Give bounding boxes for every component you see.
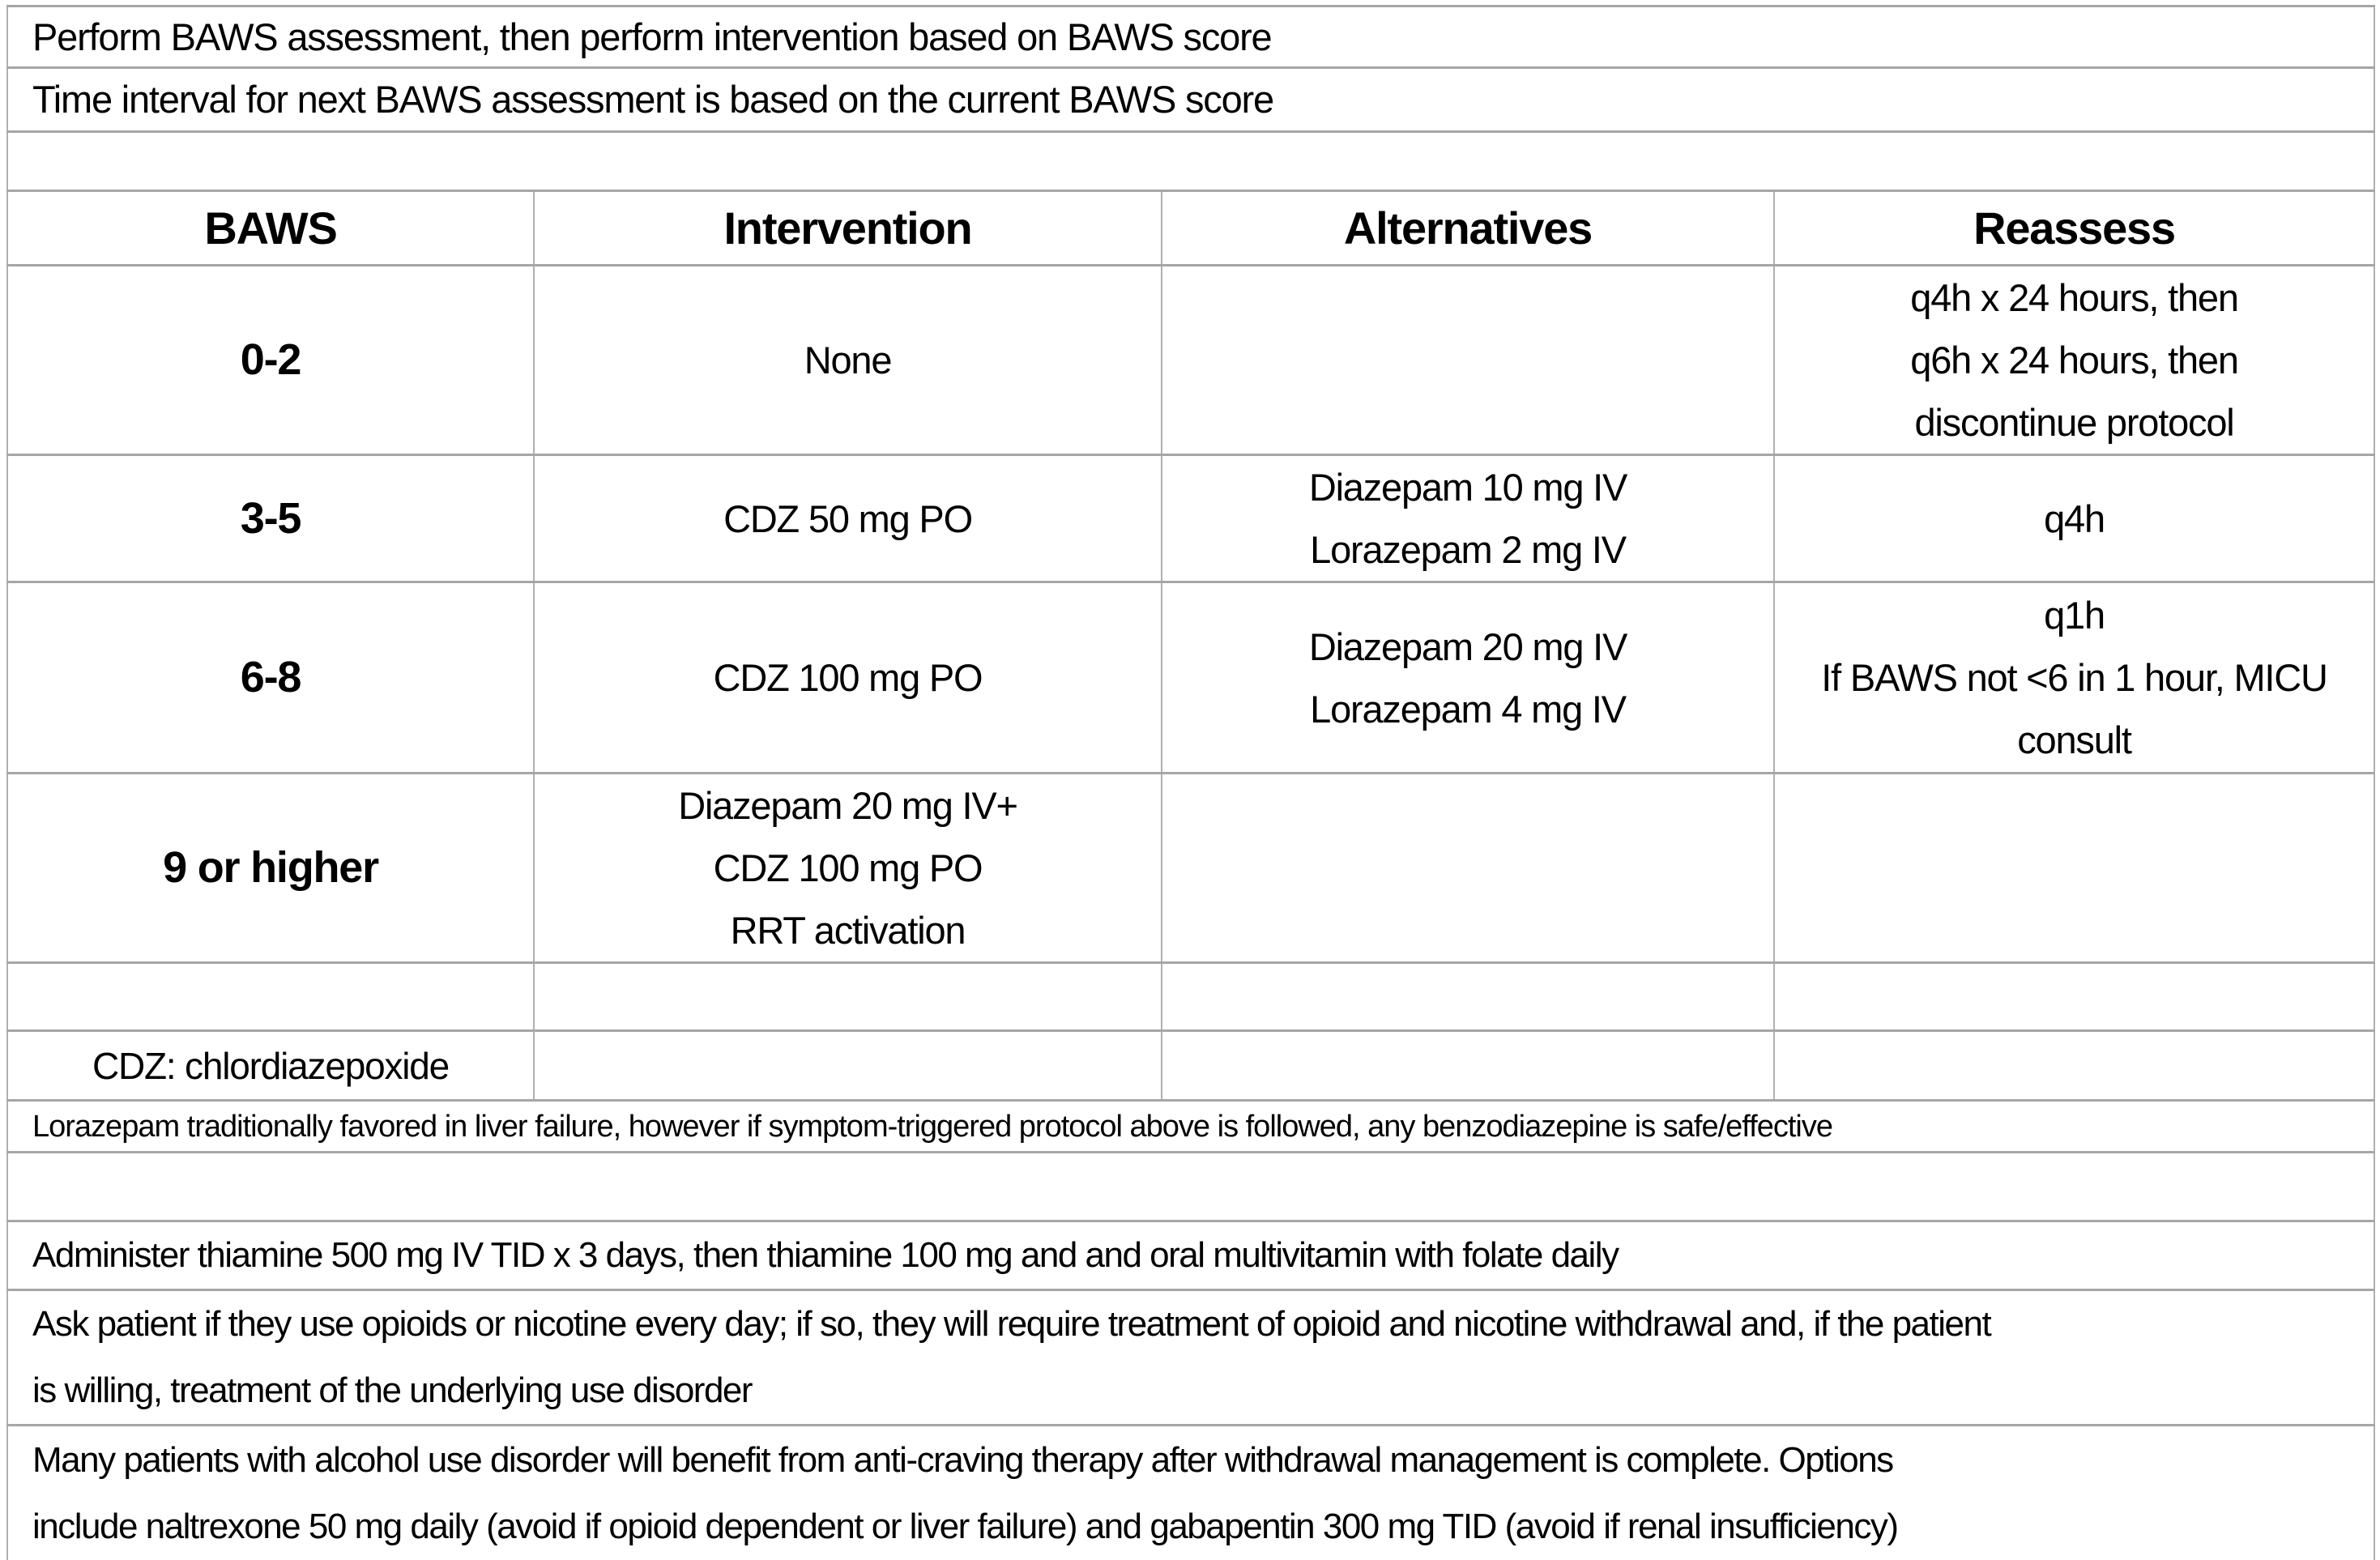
spacer-cell [6, 1151, 2376, 1222]
note-row-opioids: Ask patient if they use opioids or nicot… [6, 1289, 2376, 1426]
header-reassess: Reassess [1772, 190, 2376, 266]
table-row: 0-2 None q4h x 24 hours, then q6h x 24 h… [6, 264, 2376, 456]
footnote-lorazepam: Lorazepam traditionally favored in liver… [6, 1099, 2376, 1153]
note-row-interval: Time interval for next BAWS assessment i… [6, 66, 2376, 133]
note-row-anticraving: Many patients with alcohol use disorder … [6, 1424, 2376, 1560]
table-row: 9 or higher Diazepam 20 mg IV+ CDZ 100 m… [6, 772, 2376, 964]
note-anticraving: Many patients with alcohol use disorder … [6, 1424, 2376, 1560]
cell-reassess [1772, 772, 2376, 964]
footnote-row-lorazepam: Lorazepam traditionally favored in liver… [6, 1099, 2376, 1153]
cell-intervention: CDZ 50 mg PO [533, 454, 1162, 583]
cell-reassess: q1h If BAWS not <6 in 1 hour, MICU consu… [1772, 581, 2376, 774]
note-perform-assessment: Perform BAWS assessment, then perform in… [6, 5, 2376, 69]
cell-alternatives: Diazepam 10 mg IV Lorazepam 2 mg IV [1161, 454, 1775, 583]
spacer-cell [1772, 1029, 2376, 1102]
table-header-row: BAWS Intervention Alternatives Reassess [6, 190, 2376, 266]
cell-intervention: Diazepam 20 mg IV+ CDZ 100 mg PO RRT act… [533, 772, 1162, 964]
cell-alternatives [1161, 264, 1775, 456]
spacer-cell [6, 961, 535, 1032]
spacer-row [6, 1151, 2376, 1222]
cell-baws-score: 0-2 [6, 264, 535, 456]
baws-protocol-table: Perform BAWS assessment, then perform in… [6, 5, 2376, 1560]
spacer-cell [1161, 1029, 1775, 1102]
header-intervention: Intervention [533, 190, 1162, 266]
note-time-interval: Time interval for next BAWS assessment i… [6, 66, 2376, 133]
spacer-row-with-columns [6, 961, 2376, 1032]
table-row: 3-5 CDZ 50 mg PO Diazepam 10 mg IV Loraz… [6, 454, 2376, 583]
note-row-thiamine: Administer thiamine 500 mg IV TID x 3 da… [6, 1220, 2376, 1291]
cell-reassess: q4h [1772, 454, 2376, 583]
spacer-cell [1161, 961, 1775, 1032]
cell-intervention: None [533, 264, 1162, 456]
cell-baws-score: 9 or higher [6, 772, 535, 964]
spacer-cell [533, 1029, 1162, 1102]
note-thiamine: Administer thiamine 500 mg IV TID x 3 da… [6, 1220, 2376, 1291]
cell-baws-score: 3-5 [6, 454, 535, 583]
cell-alternatives: Diazepam 20 mg IV Lorazepam 4 mg IV [1161, 581, 1775, 774]
note-row-perform: Perform BAWS assessment, then perform in… [6, 5, 2376, 69]
footnote-cdz: CDZ: chlordiazepoxide [6, 1029, 535, 1102]
spacer-cell [1772, 961, 2376, 1032]
table-row: 6-8 CDZ 100 mg PO Diazepam 20 mg IV Lora… [6, 581, 2376, 774]
cell-alternatives [1161, 772, 1775, 964]
note-opioids-nicotine: Ask patient if they use opioids or nicot… [6, 1289, 2376, 1426]
header-baws: BAWS [6, 190, 535, 266]
footnote-row-cdz: CDZ: chlordiazepoxide [6, 1029, 2376, 1102]
spacer-cell [6, 130, 2376, 192]
cell-intervention: CDZ 100 mg PO [533, 581, 1162, 774]
header-alternatives: Alternatives [1161, 190, 1775, 266]
spacer-row [6, 130, 2376, 192]
cell-baws-score: 6-8 [6, 581, 535, 774]
spacer-cell [533, 961, 1162, 1032]
cell-reassess: q4h x 24 hours, then q6h x 24 hours, the… [1772, 264, 2376, 456]
